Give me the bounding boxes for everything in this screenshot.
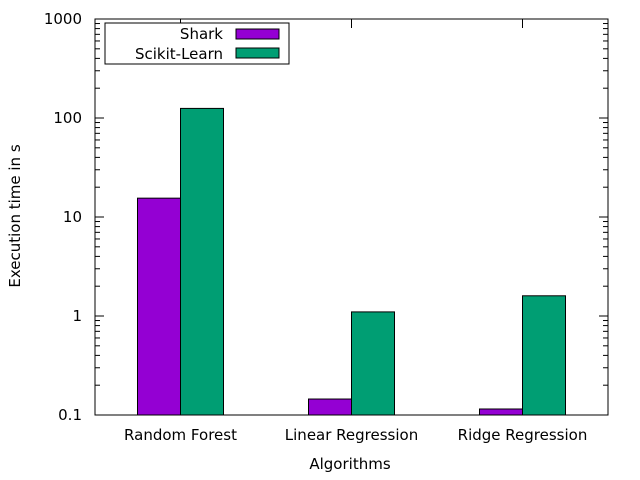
y-axis-label: Execution time in s	[6, 144, 24, 287]
y-tick-label: 1	[72, 307, 82, 325]
y-tick-labels: 0.1 1 10 100 1000	[44, 10, 82, 424]
legend-label-scikit-learn: Scikit-Learn	[135, 45, 223, 63]
plot-area-frame	[94, 18, 609, 416]
legend-swatch-scikit-learn	[235, 47, 280, 59]
x-axis-label: Algorithms	[309, 455, 390, 473]
y-tick-label: 0.1	[58, 406, 82, 424]
x-tick-label: Ridge Regression	[458, 426, 588, 444]
bar-shark-linear-regression	[308, 398, 352, 416]
legend: Shark Scikit-Learn	[104, 22, 290, 65]
x-tick-label: Random Forest	[124, 426, 237, 444]
bar-shark-ridge-regression	[479, 408, 523, 416]
bar-scikit-learn-linear-regression	[351, 311, 395, 416]
y-tick-label: 100	[53, 109, 82, 127]
y-tick-label: 10	[63, 208, 82, 226]
x-tick-label: Linear Regression	[285, 426, 418, 444]
y-tick-label: 1000	[44, 10, 82, 28]
bar-scikit-learn-random-forest	[180, 107, 224, 416]
bar-scikit-learn-ridge-regression	[522, 295, 566, 416]
bar-shark-random-forest	[137, 197, 181, 416]
legend-label-shark: Shark	[180, 25, 223, 43]
legend-swatch-shark	[235, 28, 280, 40]
bars-layer	[137, 107, 566, 416]
x-tick-labels: Random Forest Linear Regression Ridge Regr…	[124, 426, 587, 444]
ticks-layer	[95, 18, 608, 416]
